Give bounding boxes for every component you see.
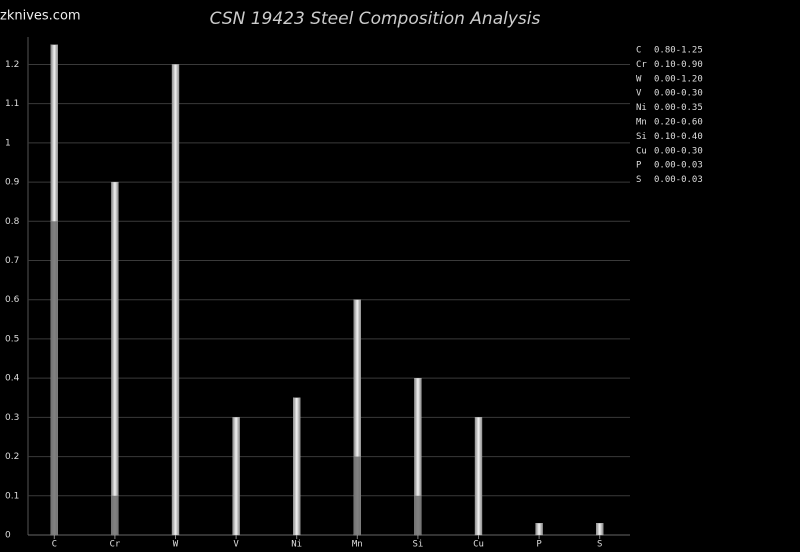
legend-element: Ni	[636, 103, 647, 113]
legend-range: 0.00-0.03	[654, 161, 703, 171]
watermark: zknives.com	[0, 9, 81, 24]
legend-element: W	[636, 74, 642, 84]
bar-max	[535, 523, 543, 536]
bar-min	[414, 495, 422, 535]
bar-max	[474, 417, 483, 536]
y-tick-label: 0.5	[5, 334, 19, 344]
legend-element: Cr	[636, 60, 647, 70]
bar-max	[232, 417, 240, 536]
legend-range: 0.20-0.60	[654, 118, 703, 128]
legend-element: Cu	[636, 146, 647, 156]
legend-range: 0.00-0.30	[654, 146, 703, 156]
y-tick-label: 0.7	[5, 256, 19, 266]
x-tick-label: Mn	[352, 540, 363, 550]
bar-max	[111, 181, 119, 536]
x-tick-label: Cu	[473, 540, 484, 550]
legend-range: 0.10-0.90	[654, 60, 703, 70]
x-tick-label: Ni	[291, 540, 302, 550]
y-tick-label: 1.1	[5, 99, 19, 109]
y-tick-label: 1.2	[5, 60, 19, 70]
bar-min	[353, 456, 361, 535]
legend-range: 0.80-1.25	[654, 46, 703, 56]
y-tick-label: 0.8	[5, 217, 20, 227]
bar-max	[596, 523, 604, 536]
y-tick-label: 0	[5, 531, 11, 541]
legend-range: 0.00-0.35	[654, 103, 703, 113]
x-tick-label: Cr	[109, 540, 120, 550]
y-tick-label: 0.9	[5, 178, 20, 188]
y-tick-label: 0.3	[5, 413, 19, 423]
x-tick-label: S	[597, 540, 602, 550]
y-tick-label: 0.6	[5, 295, 20, 305]
legend-element: S	[636, 175, 641, 185]
legend-range: 0.10-0.40	[654, 132, 703, 142]
bar-min	[50, 221, 58, 536]
y-tick-label: 1	[5, 138, 11, 148]
legend-element: Si	[636, 132, 647, 142]
x-tick-label: Si	[412, 540, 423, 550]
legend-range: 0.00-0.03	[654, 175, 703, 185]
y-tick-label: 0.4	[5, 374, 20, 384]
bar-min	[111, 495, 119, 535]
chart-title: CSN 19423 Steel Composition Analysis	[210, 9, 541, 29]
legend-element: V	[636, 89, 642, 99]
x-tick-label: P	[536, 540, 542, 550]
legend-range: 0.00-1.20	[654, 74, 703, 84]
x-tick-label: C	[52, 540, 57, 550]
y-tick-label: 0.2	[5, 452, 19, 462]
legend-element: P	[636, 161, 642, 171]
legend-range: 0.00-0.30	[654, 89, 703, 99]
legend-element: Mn	[636, 118, 647, 128]
y-tick-label: 0.1	[5, 491, 19, 501]
bar-max	[171, 64, 180, 536]
x-tick-label: V	[233, 540, 239, 550]
bar-max	[293, 397, 301, 536]
legend-element: C	[636, 46, 641, 56]
x-tick-label: W	[173, 540, 179, 550]
